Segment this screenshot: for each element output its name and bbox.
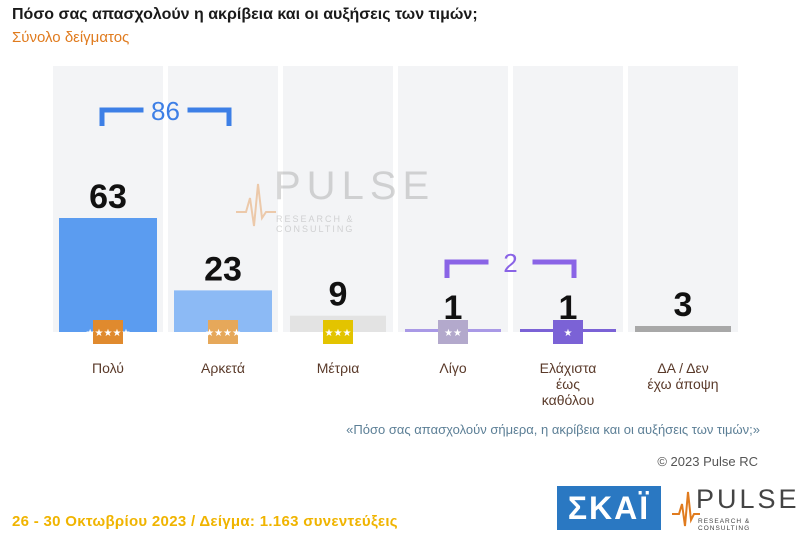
survey-footer: 26 - 30 Οκτωβρίου 2023 / Δείγμα: 1.163 σ… [12,513,398,530]
category-label: Αρκετά [201,360,245,376]
skai-logo: ΣΚΑΪ [557,486,661,530]
group-bracket [444,259,577,278]
pulse-wave-icon [236,183,276,227]
category-label: Ελάχιστα [540,360,597,376]
data-label: 3 [674,286,693,324]
star-icon: ★★★ [325,328,352,339]
pulse-logo-wave-icon [672,491,700,527]
bar [59,218,157,332]
category-label: Λίγο [439,360,466,376]
bar [635,326,731,332]
data-label: 63 [89,178,127,216]
category-label: ΔΑ / Δεν [657,360,708,376]
star-badge [553,320,583,344]
watermark-word: PULSE [274,164,436,208]
star-icon: ★ [564,328,573,339]
bar-chart: 63★★★★★Πολύ23★★★★Αρκετά9★★★Μέτρια1★★Λίγο… [53,66,738,408]
category-label: καθόλου [542,392,594,408]
star-badge [323,320,353,344]
watermark-tagline: RESEARCH & CONSULTING [276,214,355,234]
column-panel [398,66,508,332]
category-label: Πολύ [92,360,124,376]
pulse-logo-word: PULSE [696,484,800,514]
copyright: © 2023 Pulse RC [657,454,758,469]
star-badge [438,320,468,344]
data-label: 23 [204,250,242,288]
data-label: 9 [329,276,348,314]
star-icon: ★★★★★ [86,328,131,339]
column-panel [513,66,623,332]
category-label: έχω άποψη [647,376,718,392]
category-label: έως [556,376,580,392]
pulse-logo-tagline: RESEARCH & CONSULTING [698,518,751,532]
chart-subtitle: Σύνολο δείγματος [12,29,130,46]
chart-title: Πόσο σας απασχολούν η ακρίβεια και οι αυ… [12,6,478,23]
data-label: 1 [444,289,463,327]
column-panel [283,66,393,332]
pulse-watermark: PULSE RESEARCH & CONSULTING [236,164,429,234]
star-badge [93,320,123,344]
pulse-logo: PULSE RESEARCH & CONSULTING [672,484,797,532]
star-icon: ★★★★ [205,328,241,339]
group-bracket [99,107,232,126]
star-badge [208,320,238,344]
group-sum-label: 86 [151,96,180,126]
group-sum-label: 2 [503,248,517,278]
column-panel [628,66,738,332]
star-icon: ★★ [444,328,462,339]
data-label: 1 [559,289,578,327]
question-note: «Πόσο σας απασχολούν σήμερα, η ακρίβεια … [346,422,760,437]
category-label: Μέτρια [317,360,360,376]
